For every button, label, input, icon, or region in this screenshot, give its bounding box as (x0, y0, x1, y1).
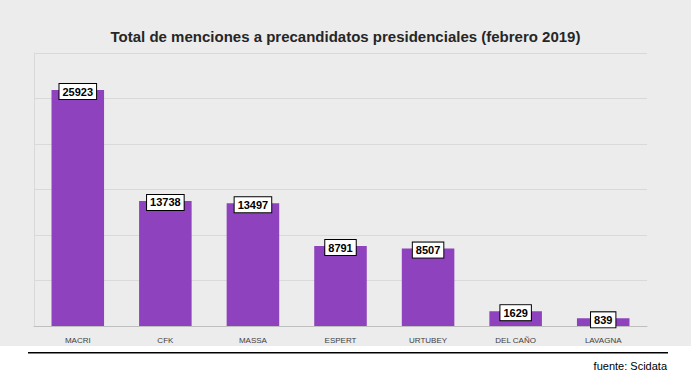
svg-text:13497: 13497 (238, 199, 269, 211)
svg-text:LAVAGNA: LAVAGNA (585, 336, 622, 345)
svg-text:8507: 8507 (416, 244, 440, 256)
svg-text:8791: 8791 (328, 242, 352, 254)
svg-text:DEL CAÑO: DEL CAÑO (495, 336, 536, 345)
svg-text:1629: 1629 (503, 307, 527, 319)
svg-text:MASSA: MASSA (239, 336, 268, 345)
svg-text:Total de menciones a precandid: Total de menciones a precandidatos presi… (111, 28, 581, 45)
svg-text:fuente: Scidata: fuente: Scidata (594, 360, 668, 372)
svg-text:MACRI: MACRI (65, 336, 91, 345)
svg-text:25923: 25923 (62, 86, 93, 98)
svg-text:URTUBEY: URTUBEY (409, 336, 448, 345)
svg-text:ESPERT: ESPERT (325, 336, 357, 345)
svg-text:CFK: CFK (157, 336, 174, 345)
svg-text:839: 839 (594, 314, 612, 326)
svg-text:13738: 13738 (150, 196, 181, 208)
